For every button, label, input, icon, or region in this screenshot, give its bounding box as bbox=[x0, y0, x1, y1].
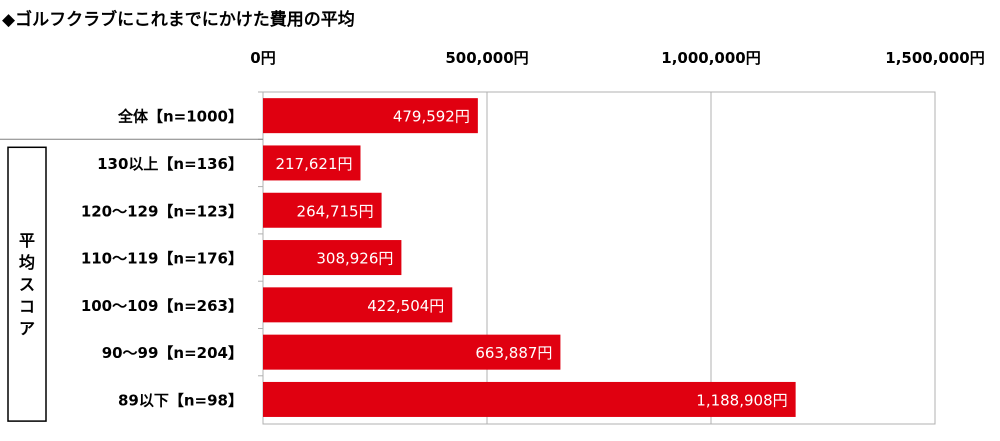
data-label: 663,887円 bbox=[475, 344, 552, 362]
data-label: 422,504円 bbox=[367, 297, 444, 315]
category-label: 100～109【n=263】 bbox=[81, 297, 243, 315]
data-label: 479,592円 bbox=[393, 108, 470, 126]
chart-title: ◆ゴルフクラブにこれまでにかけた費用の平均 bbox=[2, 10, 355, 30]
x-tick-label: 0円 bbox=[250, 49, 275, 67]
data-label: 264,715円 bbox=[297, 202, 374, 220]
bar bbox=[263, 145, 361, 181]
group-layer: 平均スコア bbox=[0, 138, 263, 422]
x-tick-label: 1,500,000円 bbox=[885, 49, 984, 67]
category-label: 89以下【n=98】 bbox=[118, 391, 243, 409]
bar bbox=[263, 98, 478, 134]
category-label: 120～129【n=123】 bbox=[81, 202, 243, 220]
x-tick-label: 500,000円 bbox=[445, 49, 528, 67]
labels-layer: 0円 500,000円 1,000,000円 1,500,000円 479,592円 全体… bbox=[81, 49, 985, 409]
group-box bbox=[7, 146, 47, 422]
group-label: 平均スコア bbox=[19, 231, 35, 338]
data-label: 308,926円 bbox=[316, 250, 393, 268]
bar bbox=[263, 287, 453, 323]
data-label: 217,621円 bbox=[275, 155, 352, 173]
data-label: 1,188,908円 bbox=[696, 391, 787, 409]
x-tick-label: 1,000,000円 bbox=[661, 49, 760, 67]
category-label: 全体【n=1000】 bbox=[117, 108, 243, 126]
bar bbox=[263, 240, 402, 276]
bar bbox=[263, 381, 796, 417]
bars-layer bbox=[263, 98, 796, 417]
category-label: 130以上【n=136】 bbox=[97, 155, 243, 173]
category-label: 110～119【n=176】 bbox=[81, 250, 243, 268]
bar bbox=[263, 192, 382, 228]
bar bbox=[263, 334, 561, 370]
category-label: 90～99【n=204】 bbox=[102, 344, 243, 362]
